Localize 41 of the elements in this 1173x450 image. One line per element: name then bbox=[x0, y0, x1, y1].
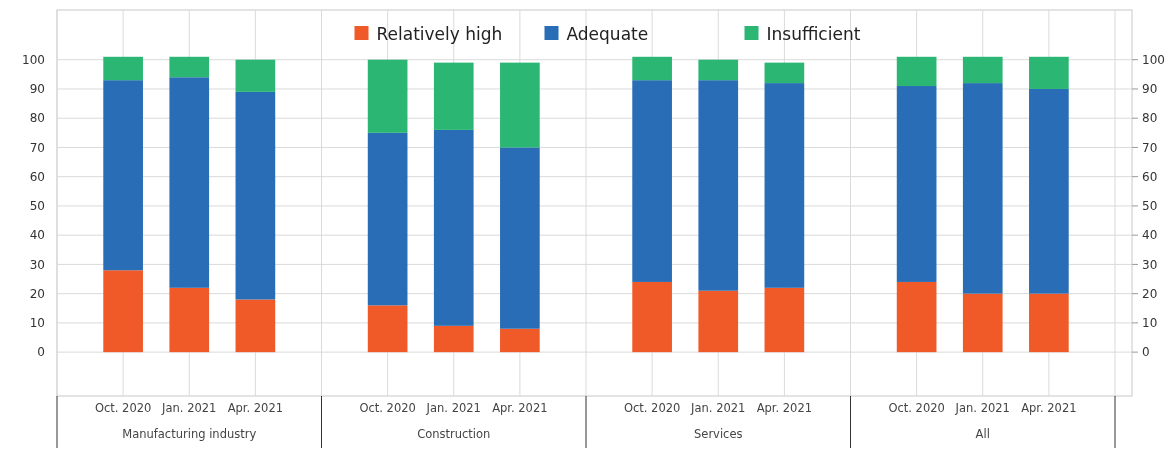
x-tick-label: Jan. 2021 bbox=[690, 401, 746, 415]
text: Construction bbox=[417, 427, 491, 441]
y2-tick-label: 20 bbox=[1142, 286, 1158, 301]
y-tick-label: 70 bbox=[29, 140, 45, 155]
y-tick-label: 30 bbox=[29, 257, 45, 272]
text: Services bbox=[694, 427, 743, 441]
x-tick-label: Oct. 2020 bbox=[359, 401, 416, 415]
text: Manufacturing industry bbox=[122, 427, 257, 441]
y2-tick-label: 100 bbox=[1142, 52, 1165, 67]
y-tick-label: 80 bbox=[29, 111, 45, 126]
x-tick-label: Jan. 2021 bbox=[425, 401, 481, 415]
x-tick-label: Apr. 2021 bbox=[492, 401, 548, 415]
y2-tick-label: 10 bbox=[1142, 316, 1158, 331]
y2-tick-label: 40 bbox=[1142, 228, 1158, 243]
y2-tick-label: 0 bbox=[1142, 345, 1150, 360]
x-tick-label: Apr. 2021 bbox=[227, 401, 284, 415]
y2-tick-label: 30 bbox=[1142, 257, 1158, 272]
y2-tick-label: 60 bbox=[1142, 169, 1158, 184]
y-tick-label: 20 bbox=[29, 286, 45, 301]
x-tick-label: Jan. 2021 bbox=[161, 401, 217, 415]
x-tick-label: Jan. 2021 bbox=[954, 401, 1010, 415]
legend-label: Relatively high bbox=[376, 23, 503, 44]
y2-tick-label: 90 bbox=[1142, 82, 1158, 97]
x-tick-label: Apr. 2021 bbox=[1021, 401, 1077, 415]
y2-tick-label: 50 bbox=[1142, 199, 1158, 214]
y2-tick-label: 70 bbox=[1142, 140, 1158, 155]
text: All bbox=[975, 427, 990, 441]
legend-label: Adequate bbox=[566, 23, 649, 44]
y-tick-label: 10 bbox=[29, 316, 45, 331]
y-tick-label: 40 bbox=[29, 228, 45, 243]
y-tick-label: 90 bbox=[29, 82, 45, 97]
x-tick-label: Oct. 2020 bbox=[94, 401, 152, 415]
y-tick-label: 100 bbox=[22, 52, 45, 67]
y2-tick-label: 80 bbox=[1142, 111, 1158, 126]
x-tick-label: Apr. 2021 bbox=[756, 401, 813, 415]
x-tick-label: Oct. 2020 bbox=[888, 401, 945, 415]
legend-label: Insufficient bbox=[766, 23, 861, 44]
y-tick-label: 0 bbox=[37, 345, 45, 360]
y-tick-label: 60 bbox=[29, 169, 45, 184]
y-tick-label: 50 bbox=[29, 199, 45, 214]
x-tick-label: Oct. 2020 bbox=[623, 401, 681, 415]
